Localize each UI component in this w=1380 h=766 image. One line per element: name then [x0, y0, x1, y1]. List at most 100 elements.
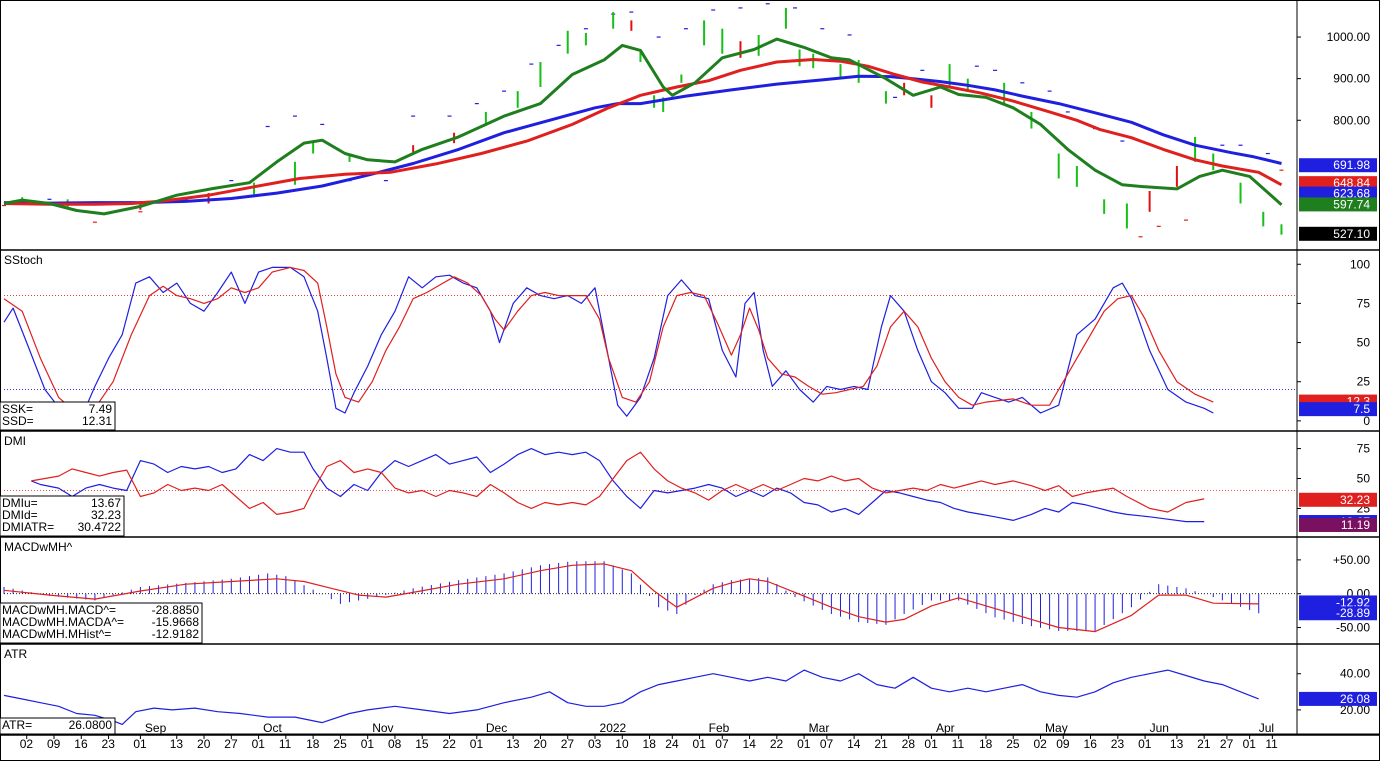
value-tag	[1299, 197, 1377, 212]
series-line-dmi_minus	[31, 451, 1205, 515]
x-tick-label: 27	[1220, 737, 1234, 751]
value-tag-label: 597.74	[1333, 197, 1370, 211]
x-month-label: Nov	[372, 721, 393, 735]
value-tag	[1299, 691, 1377, 706]
y-tick-label: 25	[1357, 375, 1371, 389]
x-tick-label: 11	[279, 737, 292, 751]
readout-value: 30.4722	[78, 520, 122, 534]
x-tick-label: 01	[797, 737, 811, 751]
x-tick-label: 18	[979, 737, 993, 751]
readout-box	[0, 401, 116, 431]
x-tick-label: 23	[1111, 737, 1125, 751]
panel-title: DMI	[4, 434, 26, 448]
x-month-label: Sep	[145, 721, 167, 735]
panel-title: SStoch	[4, 253, 43, 267]
readout-label: DMIATR=	[2, 520, 54, 534]
x-tick-label: 14	[847, 737, 861, 751]
x-tick-label: 27	[224, 737, 238, 751]
value-tag	[1299, 402, 1377, 417]
series-line-ssd	[3, 266, 1214, 414]
readout-value: -12.9182	[152, 627, 200, 641]
readout-label: DMIu=	[2, 496, 38, 510]
value-tag-label: -28.89	[1336, 606, 1370, 620]
x-tick-label: 08	[388, 737, 402, 751]
x-tick-label: 20	[533, 737, 547, 751]
panel-price: 1000.00900.00800.00691.98648.84623.68597…	[0, 3, 1380, 251]
x-tick-label: 07	[820, 737, 834, 751]
y-tick-label: 900.00	[1333, 72, 1370, 86]
readout-value: -15.9668	[152, 615, 200, 629]
x-tick-label: 20	[197, 737, 211, 751]
x-tick-label: 14	[743, 737, 757, 751]
series-line-ma_long	[3, 74, 1282, 205]
y-tick-label: 100	[1350, 257, 1370, 271]
x-tick-label: 01	[1138, 737, 1152, 751]
x-tick-label: 01	[252, 737, 266, 751]
x-tick-label: 02	[20, 737, 34, 751]
x-tick-label: 01	[470, 737, 484, 751]
value-tag-label: 32.23	[1340, 493, 1370, 507]
x-tick-label: 13	[1170, 737, 1184, 751]
x-tick-label: 25	[333, 737, 347, 751]
x-tick-label: 11	[1265, 737, 1278, 751]
panel-title: ATR	[4, 647, 27, 661]
value-tag-label: 623.68	[1333, 187, 1370, 201]
y-tick-label: 0	[1363, 414, 1370, 428]
series-line-macd_signal	[3, 563, 1259, 633]
x-tick-label: 22	[770, 737, 784, 751]
readout-box	[0, 495, 125, 537]
x-tick-label: 24	[665, 737, 679, 751]
value-tag-label: 11.19	[1341, 518, 1370, 532]
y-tick-label: 50	[1357, 336, 1371, 350]
y-tick-label: 1000.00	[1327, 30, 1371, 44]
panel-atr: 40.00 20.00 ATR ATR= 26.0800 26.08	[0, 647, 1380, 736]
readout-value: -28.8850	[152, 603, 200, 617]
value-tag	[1299, 226, 1377, 241]
y-tick-label: 40.00	[1340, 667, 1370, 681]
readout-value: 26.0800	[69, 718, 113, 732]
x-tick-label: 07	[715, 737, 729, 751]
readout-label: ATR=	[2, 718, 32, 732]
x-tick-label: 22	[443, 737, 457, 751]
y-tick-label: +50.00	[1333, 553, 1370, 567]
value-tag	[1299, 517, 1377, 532]
x-month-label: Jun	[1150, 721, 1169, 735]
value-tag	[1299, 606, 1377, 621]
value-tag-label: -12.92	[1336, 595, 1370, 609]
value-tag-label: 691.98	[1333, 158, 1370, 172]
x-month-label: 2022	[600, 721, 627, 735]
value-tag	[1299, 158, 1377, 173]
x-tick-label: 16	[1084, 737, 1098, 751]
y-tick-label: 20.00	[1340, 703, 1370, 717]
readout-label: MACDwMH.MHist^=	[2, 627, 111, 641]
x-tick-label: 09	[1056, 737, 1070, 751]
x-tick-label: 01	[924, 737, 938, 751]
x-tick-label: 01	[133, 737, 147, 751]
x-month-label: Oct	[263, 721, 282, 735]
readout-value: 12.31	[82, 414, 112, 428]
x-tick-label: 15	[415, 737, 429, 751]
x-tick-label: 21	[874, 737, 888, 751]
x-tick-label: 01	[361, 737, 375, 751]
x-tick-label: 13	[170, 737, 184, 751]
x-tick-label: 01	[693, 737, 707, 751]
value-tag	[1299, 492, 1377, 507]
x-tick-label: 13	[506, 737, 520, 751]
readout-label: SSK=	[2, 402, 33, 416]
x-tick-label: 18	[643, 737, 657, 751]
x-month-label: Jul	[1259, 721, 1274, 735]
x-month-label: Dec	[486, 721, 507, 735]
y-tick-label: 75	[1357, 442, 1371, 456]
readout-value: 13.67	[91, 496, 121, 510]
x-tick-label: 23	[102, 737, 116, 751]
readout-box	[0, 602, 203, 644]
x-month-label: Mar	[809, 721, 830, 735]
value-tag	[1299, 186, 1377, 201]
series-line-ma_mid	[3, 58, 1283, 206]
